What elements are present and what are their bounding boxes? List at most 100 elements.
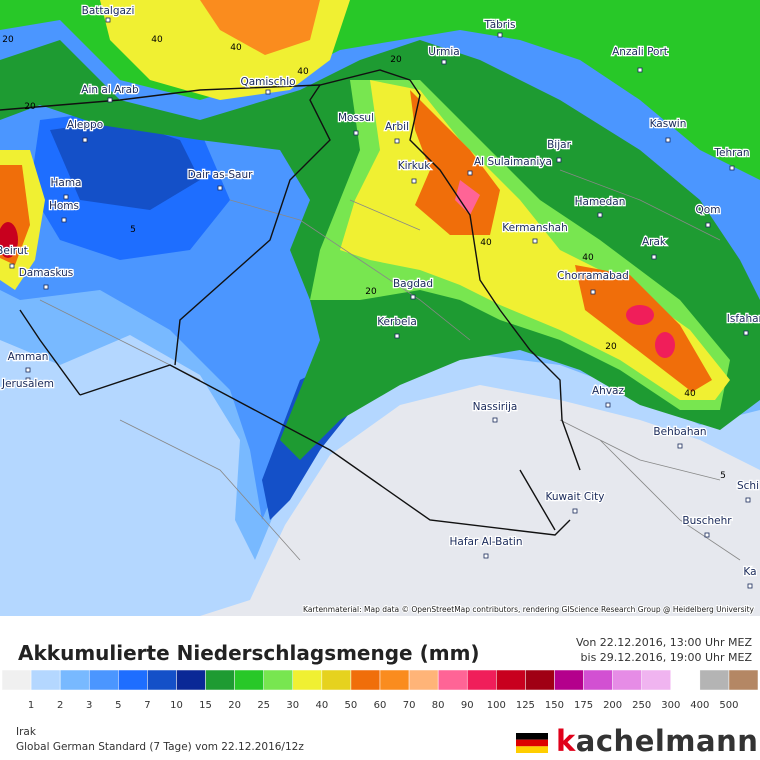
legend-swatch: [612, 669, 642, 691]
city-marker: [25, 377, 31, 383]
city-marker: [637, 67, 643, 73]
city-label: Homs: [49, 200, 79, 212]
city-label: Behbahan: [653, 426, 706, 438]
city-marker: [483, 553, 489, 559]
city-marker: [105, 17, 111, 23]
city-marker: [410, 294, 416, 300]
legend-label: 80: [432, 700, 445, 711]
city-label: Tehran: [713, 147, 749, 159]
city-label: Täbris: [484, 19, 516, 31]
precip-5: [50, 120, 200, 210]
legend-label: 1: [28, 700, 34, 711]
contour-label: 40: [480, 238, 492, 248]
legend-label: 60: [374, 700, 387, 711]
legend-label: 3: [86, 700, 92, 711]
legend-label: 400: [690, 700, 709, 711]
legend-label: 30: [286, 700, 299, 711]
city-marker: [556, 157, 562, 163]
legend-swatch: [496, 669, 526, 691]
city-marker: [394, 333, 400, 339]
legend-swatch: [437, 669, 468, 691]
city-marker: [747, 583, 753, 589]
legend-label: 10: [170, 700, 183, 711]
legend-label: 50: [345, 700, 358, 711]
city-label: Battalgazi: [82, 5, 135, 17]
city-marker: [265, 89, 271, 95]
precip-14: [200, 0, 320, 55]
legend-label: 5: [115, 700, 121, 711]
contour-label: 20: [605, 342, 617, 352]
city-marker: [441, 59, 447, 65]
precip-15: [575, 265, 712, 392]
legend-swatch: [350, 669, 381, 691]
city-marker: [729, 165, 735, 171]
city-label: Arak: [642, 236, 667, 248]
city-label: Buschehr: [682, 515, 732, 527]
period-to: bis 29.12.2016, 19:00 Uhr MEZ: [581, 651, 753, 664]
city-marker: [704, 532, 710, 538]
city-marker: [25, 367, 31, 373]
legend-swatch: [118, 669, 148, 691]
city-label: Qamischlo: [240, 76, 295, 88]
legend-swatch: [699, 669, 730, 691]
flag: [516, 733, 548, 753]
city-label: Ka: [743, 566, 756, 578]
logo[interactable]: kachelmann.: [556, 724, 760, 758]
legend-label: 70: [403, 700, 416, 711]
contour-label: 5: [130, 225, 136, 235]
contour-label: 20: [24, 102, 36, 112]
contour-label: 20: [390, 55, 402, 65]
city-label: Anzali Port: [612, 46, 668, 58]
city-marker: [590, 289, 596, 295]
city-label: Arbil: [385, 121, 409, 133]
city-marker: [572, 508, 578, 514]
city-marker: [743, 330, 749, 336]
city-label: Beirut: [0, 245, 28, 257]
city-marker: [353, 130, 359, 136]
contour-label: 20: [2, 35, 14, 45]
legend-label: 300: [661, 700, 680, 711]
legend-label: 90: [461, 700, 474, 711]
legend-swatch: [379, 669, 410, 691]
legend-label: 150: [545, 700, 564, 711]
legend-swatch: [263, 669, 294, 691]
legend-label: 20: [228, 700, 241, 711]
legend-swatch: [88, 669, 119, 691]
legend-label: 15: [199, 700, 212, 711]
provinces: [39, 169, 741, 561]
city-label: Kaswin: [650, 118, 687, 130]
legend-swatch: [147, 669, 177, 691]
precip-20: [455, 180, 480, 215]
legend-swatch: [234, 669, 264, 691]
city-marker: [677, 443, 683, 449]
legend-swatch: [408, 669, 439, 691]
period-from: Von 22.12.2016, 13:00 Uhr MEZ: [576, 636, 753, 649]
city-label: Dair as-Saur: [188, 169, 254, 181]
legend-swatch: [205, 669, 235, 691]
legend-label: 175: [574, 700, 593, 711]
legend-label: 25: [257, 700, 270, 711]
legend-label: 250: [632, 700, 651, 711]
precip-18: [655, 332, 675, 358]
city-marker: [492, 417, 498, 423]
city-label: Mossul: [338, 112, 374, 124]
city-marker: [43, 284, 49, 290]
city-marker: [411, 178, 417, 184]
precip-19: [0, 222, 18, 258]
city-label: Chorramabad: [557, 270, 629, 282]
contour-label: 40: [230, 43, 242, 53]
precip-17: [626, 305, 654, 325]
legend-swatch: [466, 669, 497, 691]
city-marker: [217, 185, 223, 191]
city-label: Bagdad: [393, 278, 433, 290]
city-label: Hama: [51, 177, 82, 189]
city-marker: [605, 402, 611, 408]
legend-label: 7: [144, 700, 150, 711]
city-label: Kerbela: [377, 316, 417, 328]
city-label: Hamedan: [575, 196, 626, 208]
city-marker: [394, 138, 400, 144]
model-info: Global German Standard (7 Tage) vom 22.1…: [16, 741, 304, 753]
city-label: Ain al Arab: [81, 84, 139, 96]
